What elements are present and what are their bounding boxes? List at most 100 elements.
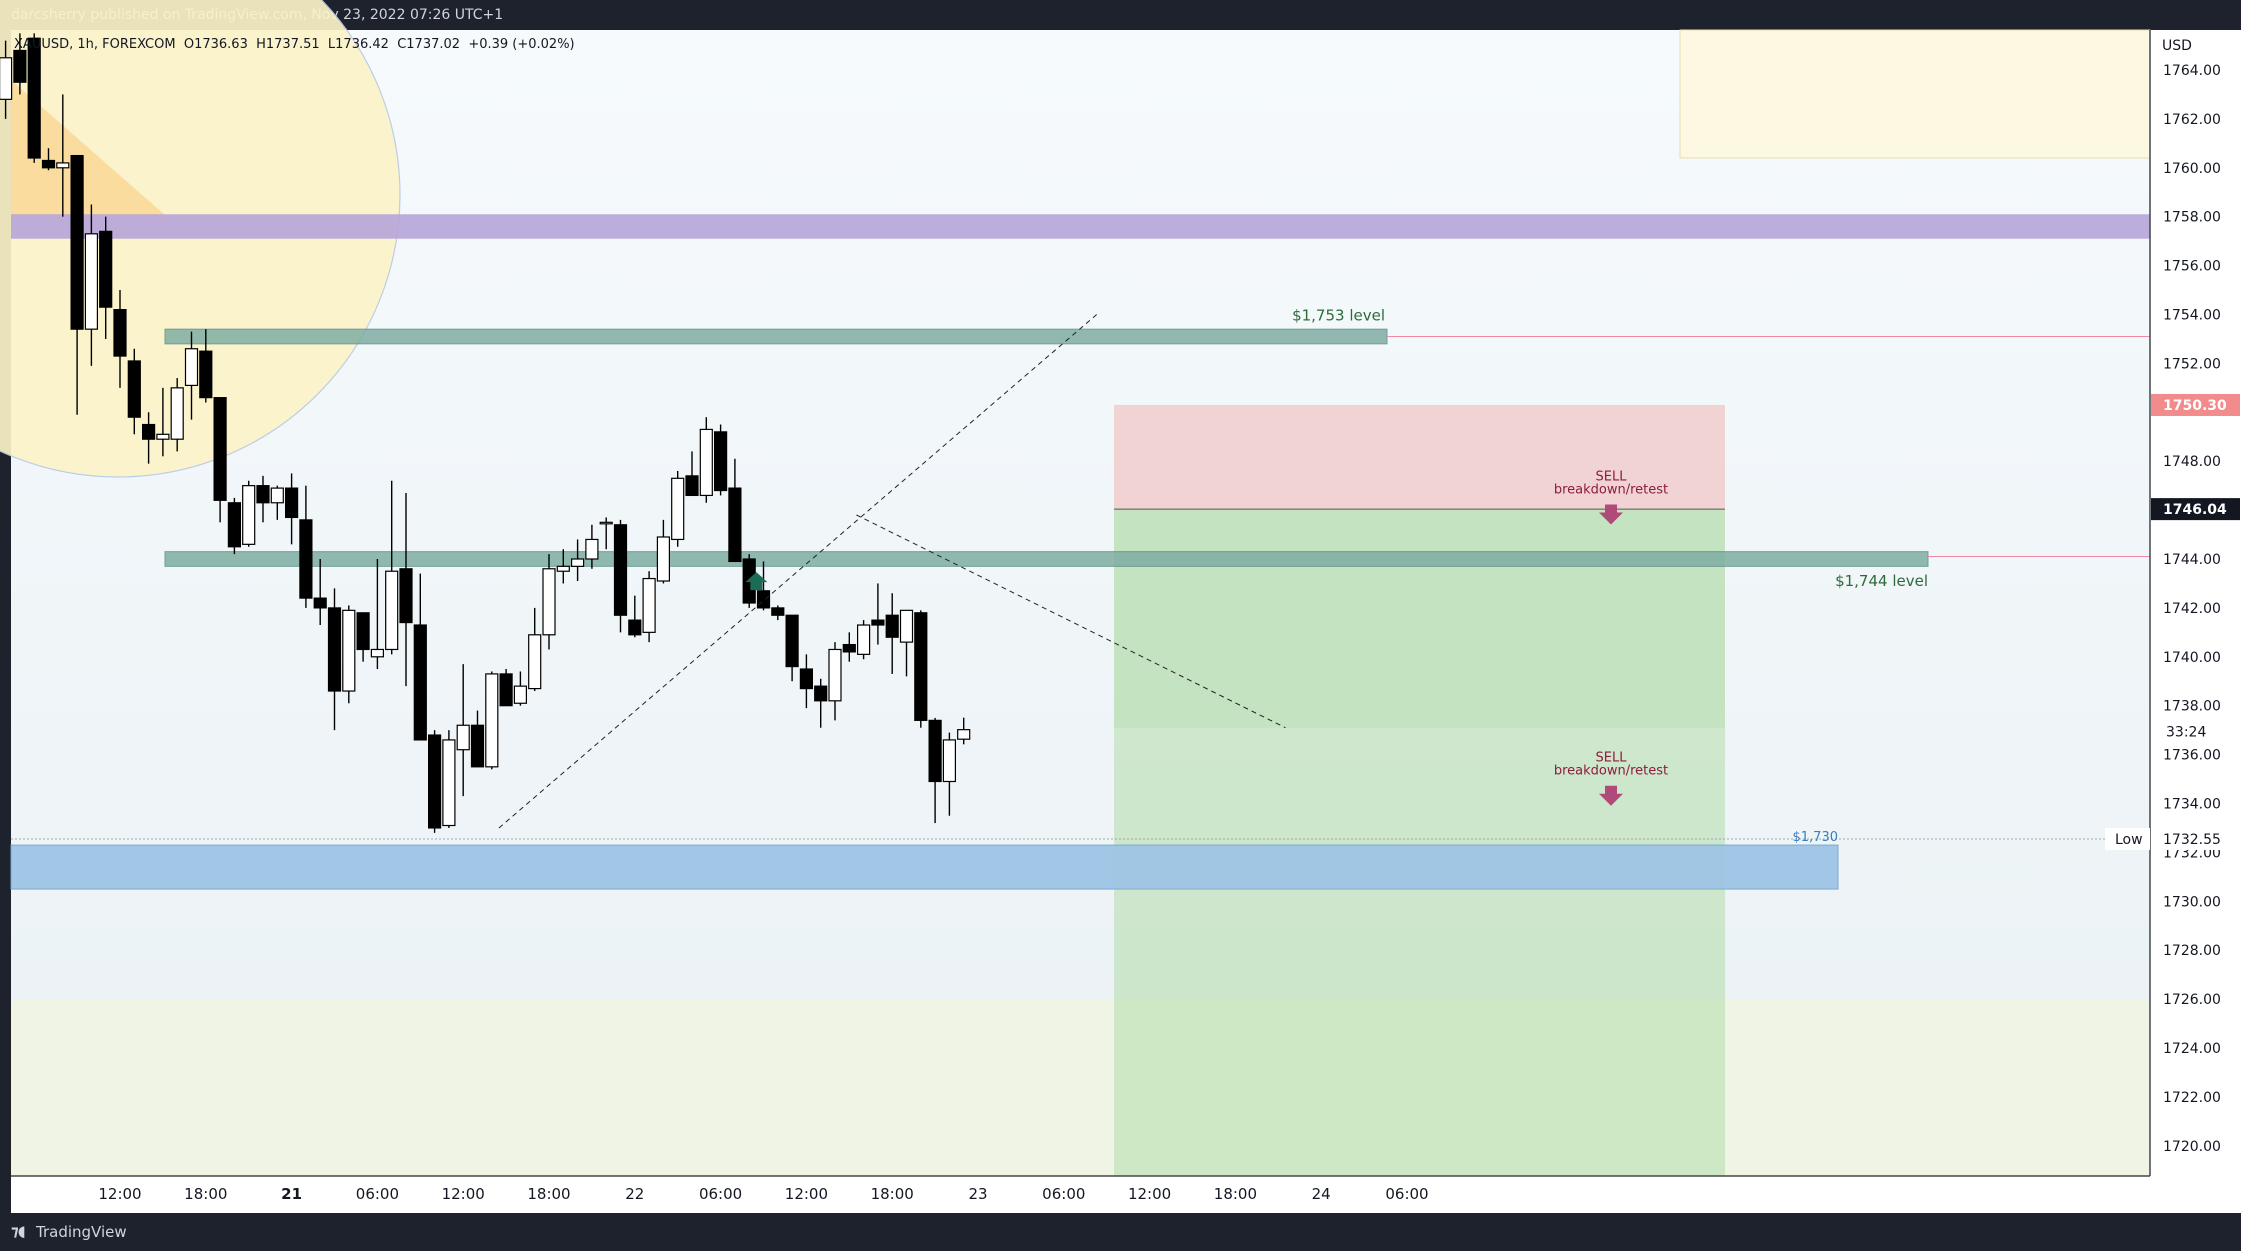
bearish-candle-body — [70, 154, 84, 330]
time-axis[interactable] — [11, 1176, 2241, 1213]
candle — [27, 33, 41, 163]
price-tick-label: 1762.00 — [2163, 112, 2221, 128]
bullish-candle-body — [585, 538, 599, 560]
bearish-candle-body — [756, 590, 771, 609]
close-value: C1737.02 — [397, 37, 461, 52]
bullish-candle-body — [156, 433, 170, 440]
candle — [528, 607, 542, 692]
bullish-candle-body — [242, 485, 256, 545]
candle — [885, 593, 899, 674]
time-tick-label: 12:00 — [98, 1185, 141, 1203]
bullish-candle-body — [56, 162, 70, 169]
candle — [327, 588, 342, 731]
price-tick-label: 1742.00 — [2163, 601, 2221, 617]
candle — [513, 671, 528, 706]
countdown-bg — [2151, 721, 2240, 742]
bearish-candle-body — [285, 487, 299, 519]
time-tick-label: 06:00 — [1385, 1185, 1428, 1203]
bearish-candle-body — [399, 568, 413, 624]
level-1730-label: $1,730 — [1793, 830, 1839, 845]
lower-zone — [11, 999, 2150, 1176]
candle — [914, 610, 928, 728]
candle — [342, 605, 356, 704]
candle — [313, 559, 327, 626]
candle — [585, 524, 599, 569]
candle — [828, 642, 842, 721]
candle — [242, 480, 256, 547]
candle — [899, 609, 914, 677]
candle — [570, 539, 585, 582]
sell-arrow-down-icon — [1599, 504, 1623, 525]
candle — [656, 519, 671, 584]
candle — [413, 573, 427, 741]
bullish-candle-body — [370, 648, 384, 658]
candle — [13, 33, 27, 95]
candle — [227, 497, 241, 555]
candle — [713, 424, 728, 496]
bullish-candle-body — [556, 565, 570, 572]
candle — [771, 605, 785, 621]
bullish-candle-body — [342, 609, 356, 692]
bar-countdown: 33:24 — [2166, 724, 2206, 740]
candle — [442, 730, 456, 828]
candle — [628, 595, 642, 638]
price-tick-label: 1760.00 — [2163, 161, 2221, 177]
bullish-candle-body — [385, 570, 399, 651]
candle — [370, 559, 384, 670]
time-tick-label: 21 — [281, 1185, 302, 1203]
candle — [170, 378, 184, 452]
candle — [556, 549, 570, 584]
tradingview-brand[interactable]: TradingView — [36, 1223, 127, 1241]
price-tick-label: 1758.00 — [2163, 210, 2221, 226]
candle — [285, 473, 299, 545]
tradingview-logo-icon[interactable]: ⁊◖ — [11, 1222, 26, 1240]
current-price-label-bg — [2151, 498, 2240, 521]
price-chart[interactable]: $1,753 level$1,744 level$1,730SELLbreakd… — [0, 0, 2241, 1213]
take-profit-zone — [1114, 509, 1725, 1176]
sell-annotation-subtitle: breakdown/retest — [1554, 764, 1668, 779]
bearish-candle-body — [928, 719, 942, 783]
bearish-candle-body — [327, 607, 342, 692]
candle — [184, 331, 199, 420]
bearish-candle-body — [914, 612, 928, 721]
candle — [928, 717, 942, 824]
price-tick-label: 1730.00 — [2163, 894, 2221, 910]
bearish-candle-body — [356, 612, 370, 651]
bullish-candle-body — [84, 233, 99, 330]
bearish-candle-body — [299, 519, 313, 599]
time-tick-label: 23 — [968, 1185, 987, 1203]
bearish-candle-body — [213, 397, 227, 501]
candle — [470, 710, 485, 768]
bullish-candle-body — [184, 348, 199, 387]
price-tick-label: 1736.00 — [2163, 748, 2221, 764]
price-tick-label: 1724.00 — [2163, 1041, 2221, 1057]
bullish-candle-body — [456, 724, 470, 751]
price-tick-label: 1726.00 — [2163, 992, 2221, 1008]
open-value: O1736.63 — [183, 37, 248, 52]
bullish-candle-body — [528, 634, 542, 690]
triangle-zone — [11, 80, 165, 215]
bullish-candle-body — [656, 536, 671, 582]
bullish-candle-body — [828, 648, 842, 702]
time-tick-label: 18:00 — [527, 1185, 570, 1203]
price-tick-label: 1720.00 — [2163, 1139, 2221, 1155]
candle — [428, 730, 442, 833]
bearish-candle-body — [413, 624, 427, 741]
price-axis[interactable] — [2150, 30, 2241, 1176]
ohlc-legend: XAUUSD, 1h, FOREXCOM O1736.63 H1737.51 L… — [14, 37, 575, 52]
candle — [299, 485, 313, 608]
time-tick-label: 12:00 — [442, 1185, 485, 1203]
symbol-label[interactable]: XAUUSD, 1h, FOREXCOM — [14, 37, 176, 52]
level-1753-band — [164, 328, 1388, 345]
bullish-candle-body — [442, 739, 456, 827]
bearish-candle-body — [728, 487, 742, 563]
bearish-candle-body — [785, 614, 799, 668]
candle — [99, 216, 113, 339]
currency-label: USD — [2162, 38, 2192, 54]
candle — [671, 470, 685, 547]
bullish-candle-body — [699, 428, 713, 497]
time-tick-label: 06:00 — [699, 1185, 742, 1203]
bearish-candle-body — [613, 524, 628, 616]
level-1744-label: $1,744 level — [1835, 572, 1928, 590]
bullish-candle-body — [899, 609, 914, 643]
